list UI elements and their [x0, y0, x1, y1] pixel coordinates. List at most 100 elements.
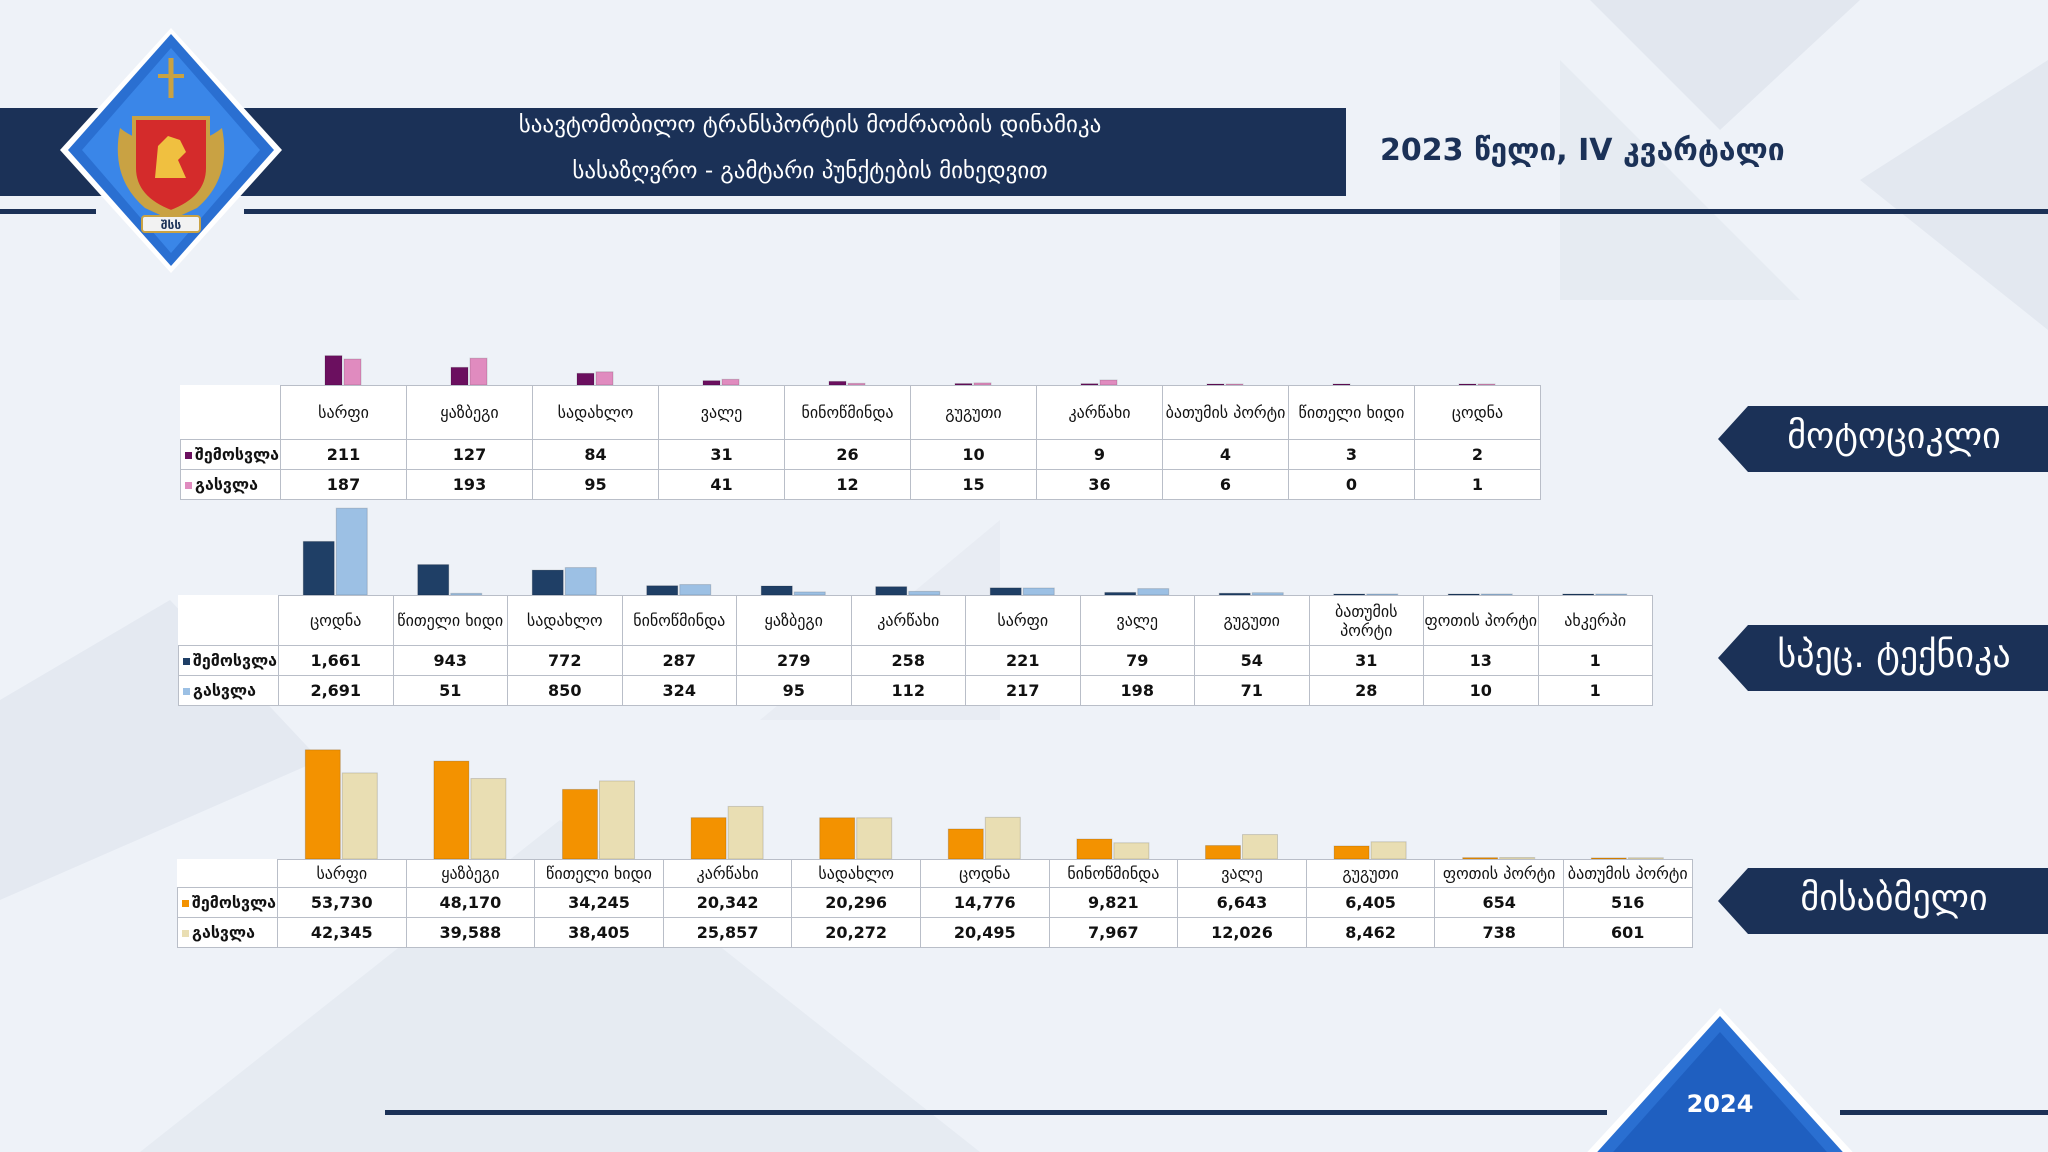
bar-out-1 — [450, 592, 483, 596]
bar-out-6 — [1022, 587, 1055, 596]
data-label-0-7: 6,643 — [1177, 887, 1307, 918]
data-label-0-1: 48,170 — [405, 887, 536, 918]
category-label-5: გუგუთი — [910, 385, 1037, 440]
data-label-1-1: 51 — [392, 675, 508, 706]
data-label-0-6: 9 — [1036, 439, 1163, 470]
bars-motorcycle — [324, 355, 1496, 386]
data-label-1-1: 193 — [406, 469, 533, 500]
tag-trailer-shape — [1718, 868, 2048, 934]
bar-out-2 — [595, 371, 614, 386]
data-label-0-9: 2 — [1414, 439, 1541, 470]
tag-special-machinery: სპეც. ტექნიკა — [1777, 635, 2011, 676]
category-label-6: კარწახი — [1036, 385, 1163, 440]
series-row-0: შემოსვლა 53,730 48,170 34,245 20,342 20,296 14… — [177, 887, 1693, 918]
data-label-0-3: 31 — [658, 439, 785, 470]
bar-in-0 — [324, 355, 343, 386]
bar-in-4 — [819, 817, 856, 860]
footer-year: 2024 — [1686, 1090, 1754, 1118]
category-label-8: წითელი ხიდი — [1288, 385, 1415, 440]
series-row-1: გასვლა 42,345 39,588 38,405 25,857 20,272 20,4… — [177, 917, 1693, 948]
logo-emblem-text: შსს — [161, 218, 181, 232]
bar-in-0 — [302, 540, 335, 596]
bar-in-3 — [690, 817, 727, 860]
header-underline — [244, 209, 2048, 214]
category-label-0: სარფი — [280, 385, 407, 440]
table-corner — [181, 386, 281, 440]
data-label-1-8: 71 — [1194, 675, 1310, 706]
data-label-1-4: 95 — [736, 675, 852, 706]
category-label-4: სადახლო — [791, 859, 921, 888]
data-label-1-9: 28 — [1308, 675, 1424, 706]
bar-in-1 — [450, 366, 469, 386]
data-label-0-9: 654 — [1434, 887, 1564, 918]
data-label-0-5: 14,776 — [919, 887, 1050, 918]
category-label-7: ბათუმის პორტი — [1162, 385, 1289, 440]
data-label-0-6: 9,821 — [1048, 887, 1179, 918]
data-label-1-11: 1 — [1537, 675, 1653, 706]
table-corner — [179, 596, 279, 646]
bar-in-5 — [954, 383, 973, 386]
data-label-1-7: 6 — [1162, 469, 1289, 500]
series-row-1: გასვლა 2,691 51 850 324 95 112 217 198 71 28 10 1 — [178, 675, 1653, 706]
data-label-1-2: 95 — [532, 469, 659, 500]
data-label-0-4: 26 — [784, 439, 911, 470]
data-label-1-9: 738 — [1434, 917, 1564, 948]
category-label-5: ცოდნა — [919, 859, 1050, 888]
data-label-1-2: 38,405 — [534, 917, 664, 948]
category-label-1: ყაზბეგი — [405, 859, 536, 888]
data-label-0-0: 211 — [280, 439, 407, 470]
category-label-0: სარფი — [277, 859, 407, 888]
bar-in-9 — [1462, 857, 1499, 860]
bar-out-7 — [1242, 834, 1278, 860]
bar-in-5 — [947, 828, 984, 860]
data-label-0-10: 13 — [1423, 645, 1539, 676]
data-label-1-3: 41 — [658, 469, 785, 500]
bar-in-8 — [1218, 592, 1251, 596]
category-label-9: ბათუმის პორტი — [1308, 595, 1424, 646]
data-label-1-8: 0 — [1288, 469, 1415, 500]
category-label-3: ნინოწმინდა — [621, 595, 737, 646]
category-label-2: წითელი ხიდი — [534, 859, 664, 888]
bar-out-1 — [469, 357, 488, 386]
legend-swatch-1 — [182, 930, 189, 937]
category-label-1: ყაზბეგი — [406, 385, 533, 440]
data-label-1-5: 20,495 — [919, 917, 1050, 948]
page-title-line2: სასაზღვრო - გამტარი პუნქტების მიხედვით — [572, 158, 1048, 184]
bar-in-2 — [562, 788, 598, 860]
category-label-6: სარფი — [965, 595, 1081, 646]
data-label-1-4: 12 — [784, 469, 911, 500]
bar-in-2 — [531, 569, 564, 596]
data-label-1-9: 1 — [1414, 469, 1541, 500]
data-label-0-4: 279 — [736, 645, 852, 676]
bar-in-0 — [304, 749, 341, 860]
legend-swatch-0 — [183, 658, 190, 665]
data-label-1-2: 850 — [507, 675, 623, 706]
data-label-0-2: 34,245 — [534, 887, 664, 918]
data-label-1-5: 112 — [850, 675, 966, 706]
data-label-1-7: 198 — [1079, 675, 1195, 706]
footer-line-right — [1840, 1110, 2048, 1115]
category-label-7: ვალე — [1079, 595, 1195, 646]
footer-line-left — [385, 1110, 1607, 1115]
bar-in-8 — [1333, 845, 1370, 860]
data-label-0-6: 221 — [965, 645, 1081, 676]
bar-out-2 — [564, 567, 597, 596]
legend-entry-1: გასვლა — [180, 469, 281, 500]
tag-motorcycle: მოტოციკლი — [1787, 416, 2001, 457]
category-label-1: წითელი ხიდი — [392, 595, 508, 646]
bar-in-2 — [576, 372, 595, 386]
data-label-1-0: 187 — [280, 469, 407, 500]
bar-in-10 — [1590, 857, 1627, 860]
data-label-0-11: 1 — [1537, 645, 1653, 676]
bar-in-6 — [989, 587, 1022, 596]
category-label-6: ნინოწმინდა — [1048, 859, 1179, 888]
data-label-1-8: 8,462 — [1305, 917, 1436, 948]
data-label-0-9: 31 — [1308, 645, 1424, 676]
data-label-0-4: 20,296 — [791, 887, 921, 918]
table-corner — [178, 860, 278, 888]
data-label-1-6: 7,967 — [1048, 917, 1179, 948]
ministry-logo: შსს — [60, 28, 282, 273]
data-label-0-0: 1,661 — [278, 645, 394, 676]
data-label-0-8: 6,405 — [1305, 887, 1436, 918]
bar-in-1 — [417, 564, 450, 596]
